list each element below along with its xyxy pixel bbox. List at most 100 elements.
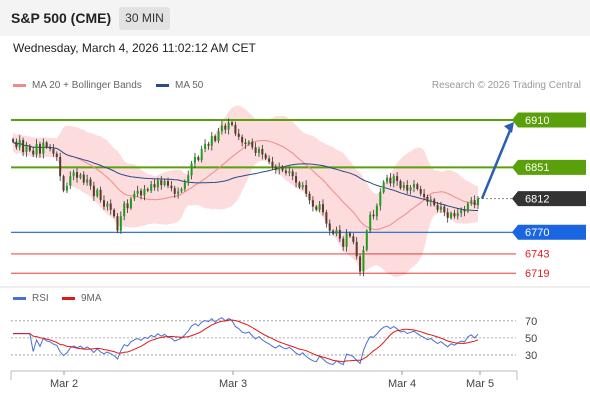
candle-body bbox=[133, 193, 136, 199]
header-bar bbox=[0, 0, 590, 36]
candle bbox=[193, 152, 196, 169]
candle-body bbox=[352, 236, 355, 242]
candle-body bbox=[52, 148, 55, 154]
candle-body bbox=[335, 229, 338, 234]
candle bbox=[257, 146, 260, 157]
candle bbox=[32, 147, 35, 157]
candle bbox=[244, 138, 247, 149]
candle-body bbox=[386, 177, 389, 182]
resistance-1-label-box bbox=[512, 159, 586, 175]
candle-body bbox=[301, 184, 304, 188]
candle bbox=[476, 196, 480, 210]
candle-body bbox=[140, 190, 143, 196]
candle bbox=[409, 184, 412, 195]
candle bbox=[382, 180, 385, 194]
candle bbox=[59, 152, 62, 181]
candle-body bbox=[338, 229, 341, 239]
pivot-label-box bbox=[512, 224, 586, 240]
candle bbox=[450, 211, 453, 220]
candle-body bbox=[423, 193, 426, 198]
candle-body bbox=[55, 153, 58, 157]
support-2-label-text: 6719 bbox=[525, 268, 549, 280]
resistance-2-label-text: 6910 bbox=[525, 115, 549, 127]
candle bbox=[150, 180, 153, 194]
candle-body bbox=[460, 209, 463, 214]
candle bbox=[69, 171, 72, 189]
candle bbox=[433, 197, 436, 207]
candle bbox=[214, 134, 217, 143]
candle bbox=[119, 211, 122, 234]
candle bbox=[429, 195, 432, 207]
candle bbox=[345, 229, 348, 252]
candle bbox=[311, 196, 314, 212]
candle bbox=[113, 208, 116, 218]
candle-body bbox=[278, 166, 281, 170]
candle bbox=[308, 191, 311, 205]
candle-body bbox=[106, 203, 109, 207]
candle-body bbox=[466, 203, 469, 212]
candle-body bbox=[76, 172, 79, 178]
candle bbox=[52, 144, 55, 157]
candle bbox=[362, 245, 365, 277]
candle bbox=[268, 155, 271, 165]
candle bbox=[456, 208, 459, 220]
resistance-2-label-box bbox=[512, 112, 586, 128]
candle-body bbox=[227, 122, 230, 130]
candle-body bbox=[450, 213, 453, 218]
candle bbox=[402, 181, 405, 191]
candle-body bbox=[389, 177, 392, 184]
candle bbox=[49, 144, 52, 152]
candle bbox=[352, 233, 355, 245]
rsi-swatch bbox=[13, 297, 26, 300]
candle bbox=[153, 179, 156, 191]
candle bbox=[18, 135, 21, 151]
candle-body bbox=[305, 184, 308, 194]
candle-body bbox=[96, 189, 99, 197]
candle bbox=[234, 121, 237, 137]
candle-body bbox=[298, 182, 301, 188]
candle bbox=[318, 201, 321, 213]
candle-body bbox=[332, 230, 335, 234]
candle-body bbox=[234, 124, 237, 134]
legend-ma50-label: MA 50 bbox=[175, 80, 204, 91]
candle bbox=[470, 197, 473, 206]
candle bbox=[460, 207, 463, 218]
candle-body bbox=[190, 163, 193, 176]
candle-body bbox=[42, 142, 45, 154]
candle-body bbox=[15, 141, 18, 148]
candle-body bbox=[372, 214, 375, 217]
ma9-swatch bbox=[62, 297, 75, 300]
candle-body bbox=[325, 212, 328, 224]
candle-body bbox=[355, 241, 358, 257]
candle bbox=[338, 225, 341, 242]
candle-body bbox=[136, 190, 139, 194]
candle-body bbox=[318, 204, 321, 210]
candle bbox=[86, 174, 89, 186]
candle bbox=[160, 176, 163, 190]
candle bbox=[241, 134, 244, 147]
candle-body bbox=[18, 140, 21, 148]
candle bbox=[389, 172, 392, 187]
candle-body bbox=[38, 144, 41, 154]
resistance-1-label: 6851 bbox=[512, 159, 586, 175]
candle bbox=[126, 199, 129, 214]
candle bbox=[45, 140, 48, 149]
candle bbox=[416, 182, 419, 191]
candle-body bbox=[180, 188, 183, 192]
candle bbox=[261, 144, 264, 160]
candle-body bbox=[308, 193, 311, 201]
candle bbox=[466, 201, 469, 214]
candle-body bbox=[247, 141, 250, 145]
timeframe-button[interactable]: 30 MIN bbox=[119, 7, 170, 30]
candle bbox=[247, 140, 250, 146]
last-price-label-text: 6812 bbox=[525, 193, 549, 205]
candle bbox=[140, 188, 143, 200]
candle bbox=[129, 197, 132, 210]
candle bbox=[251, 138, 254, 150]
legend-rsi: RSI bbox=[13, 293, 49, 304]
candle-body bbox=[99, 189, 102, 201]
candle-body bbox=[396, 176, 399, 181]
ma50-line bbox=[12, 141, 478, 211]
candle-body bbox=[321, 204, 325, 213]
